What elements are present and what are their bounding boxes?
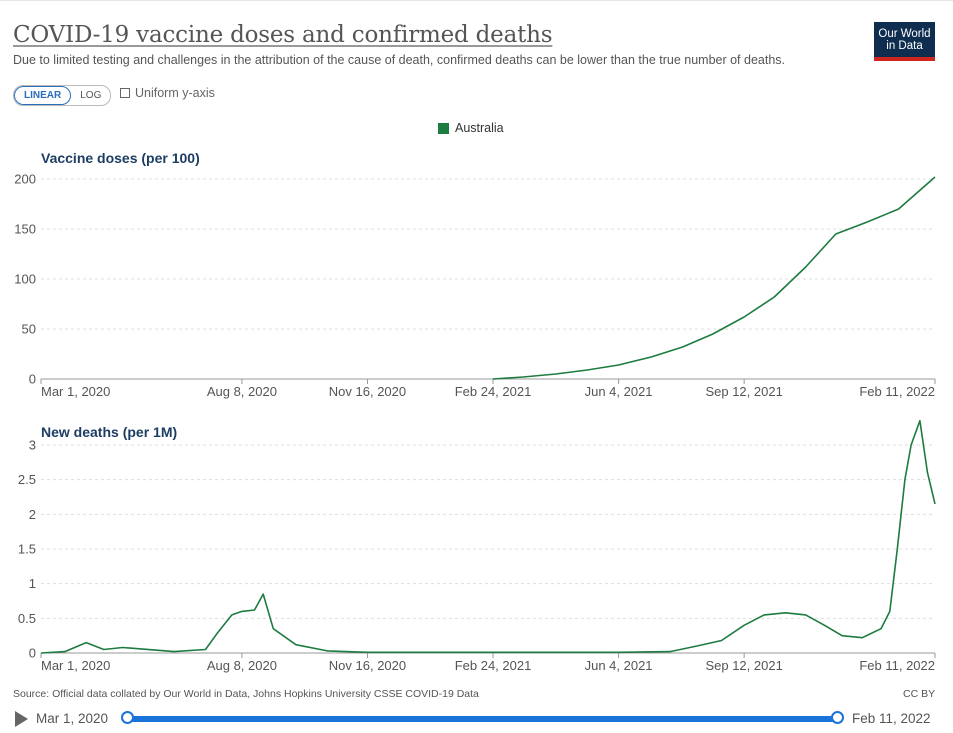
x-tick-label: Jun 4, 2021 [585, 658, 653, 673]
y-tick-label: 2.5 [18, 472, 36, 487]
legend-swatch [438, 122, 449, 134]
panel-title: New deaths (per 1M) [41, 424, 177, 440]
x-tick-label: Aug 8, 2020 [207, 658, 277, 673]
logo-line-1: Our World [878, 28, 931, 40]
y-tick-label: 0 [29, 372, 36, 387]
x-tick-label: Mar 1, 2020 [41, 384, 110, 399]
y-tick-label: 100 [14, 272, 36, 287]
uniform-y-axis-checkbox[interactable] [120, 88, 130, 98]
x-tick-label: Feb 11, 2022 [859, 384, 935, 399]
y-tick-label: 150 [14, 222, 36, 237]
uniform-y-axis-label: Uniform y-axis [135, 86, 215, 100]
linear-scale-button[interactable]: LINEAR [14, 86, 72, 105]
panel-title: Vaccine doses (per 100) [41, 150, 200, 166]
y-tick-label: 0 [29, 646, 36, 661]
scale-toggle: LINEAR LOG [13, 85, 112, 106]
source-note[interactable]: Source: Official data collated by Our Wo… [13, 688, 479, 700]
x-tick-label: Feb 11, 2022 [859, 658, 935, 673]
timeline-start-label: Mar 1, 2020 [36, 711, 109, 726]
y-tick-label: 3 [29, 438, 36, 453]
log-scale-button[interactable]: LOG [80, 90, 102, 101]
owid-logo[interactable]: Our World in Data [874, 22, 935, 61]
timeline: Mar 1, 2020 Feb 11, 2022 [13, 709, 938, 729]
timeline-end-label: Feb 11, 2022 [852, 711, 931, 726]
chart-subtitle: Due to limited testing and challenges in… [13, 53, 786, 67]
charts-svg: Vaccine doses (per 100) 0 50 100 150 200 Mar 1… [14, 150, 936, 673]
license-link[interactable]: CC BY [903, 688, 936, 700]
chart-title[interactable]: COVID-19 vaccine doses and confirmed dea… [13, 22, 553, 48]
x-tick-label: Mar 1, 2020 [41, 658, 110, 673]
timeline-end-handle[interactable] [831, 711, 844, 724]
x-tick-label: Jun 4, 2021 [585, 384, 653, 399]
timeline-start-handle[interactable] [121, 711, 134, 724]
x-tick-label: Sep 12, 2021 [705, 658, 782, 673]
series-line-australia [492, 176, 936, 380]
x-tick-label: Sep 12, 2021 [705, 384, 782, 399]
y-tick-label: 200 [14, 172, 36, 187]
x-tick-label: Nov 16, 2020 [329, 384, 406, 399]
x-tick-label: Feb 24, 2021 [455, 384, 532, 399]
legend[interactable]: Australia [438, 121, 504, 135]
logo-line-2: in Data [886, 40, 923, 52]
x-tick-label: Nov 16, 2020 [329, 658, 406, 673]
timeline-track[interactable] [128, 716, 839, 722]
y-tick-label: 2 [29, 507, 36, 522]
y-tick-label: 1 [29, 576, 36, 591]
legend-label: Australia [455, 121, 504, 135]
y-tick-label: 0.5 [18, 611, 36, 626]
y-tick-label: 1.5 [18, 542, 36, 557]
play-icon[interactable] [15, 711, 28, 727]
x-tick-label: Aug 8, 2020 [207, 384, 277, 399]
uniform-y-axis-toggle[interactable]: Uniform y-axis [120, 86, 215, 100]
series-line-australia [40, 419, 936, 654]
x-tick-label: Feb 24, 2021 [455, 658, 532, 673]
y-tick-label: 50 [22, 322, 36, 337]
